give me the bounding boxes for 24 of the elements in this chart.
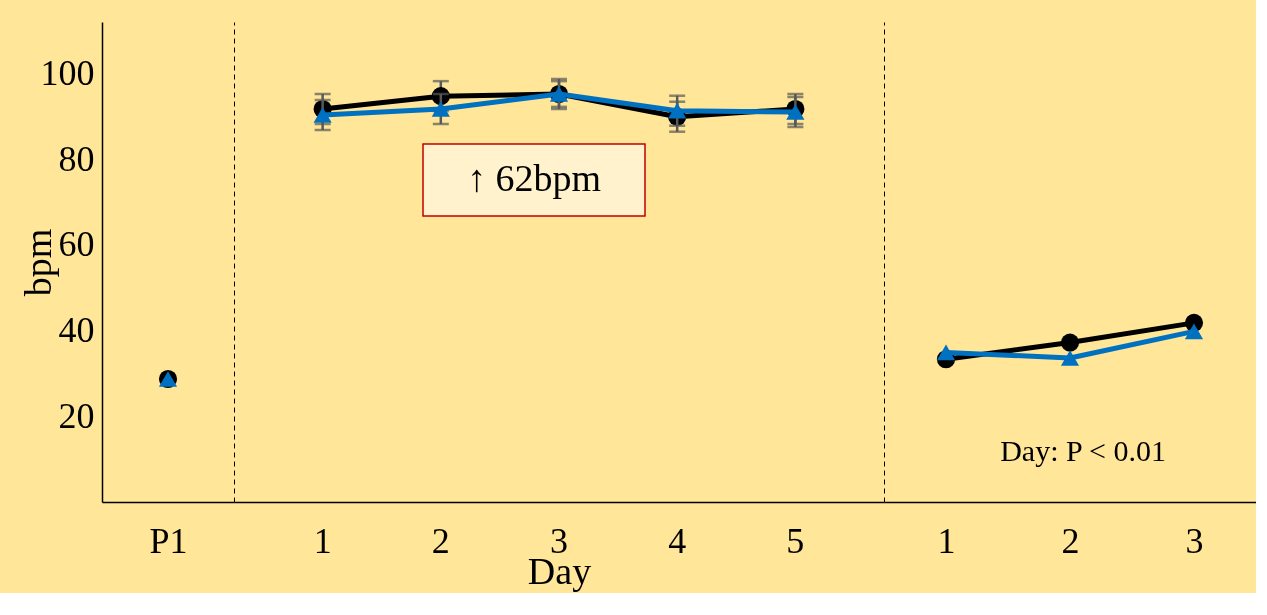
- x-tick-label: 5: [786, 520, 805, 561]
- annotation: Day: P < 0.01: [1000, 434, 1166, 467]
- y-axis-title: bpm: [16, 228, 59, 297]
- point: [668, 102, 687, 119]
- annotation: ↑ 62bpm: [466, 157, 602, 199]
- point: [1060, 350, 1080, 366]
- x-tick-label: 3: [1185, 520, 1204, 561]
- y-tick-label: 100: [40, 52, 95, 93]
- point: [936, 344, 956, 361]
- x-tick-label: 2: [1061, 520, 1080, 561]
- point: [1184, 323, 1204, 340]
- point: [1060, 333, 1080, 352]
- point: [786, 104, 805, 120]
- x-tick-label: 1: [937, 520, 956, 561]
- y-tick-label: 80: [58, 138, 95, 179]
- point: [431, 101, 450, 117]
- y-tick-label: 20: [58, 395, 95, 436]
- x-tick-label: 1: [313, 520, 332, 561]
- x-tick-label: P1: [149, 520, 188, 561]
- point: [313, 107, 332, 123]
- x-tick-label: 4: [668, 520, 687, 561]
- y-tick-label: 60: [58, 224, 95, 265]
- y-tick-label: 40: [58, 310, 95, 351]
- x-tick-label: 2: [431, 520, 450, 561]
